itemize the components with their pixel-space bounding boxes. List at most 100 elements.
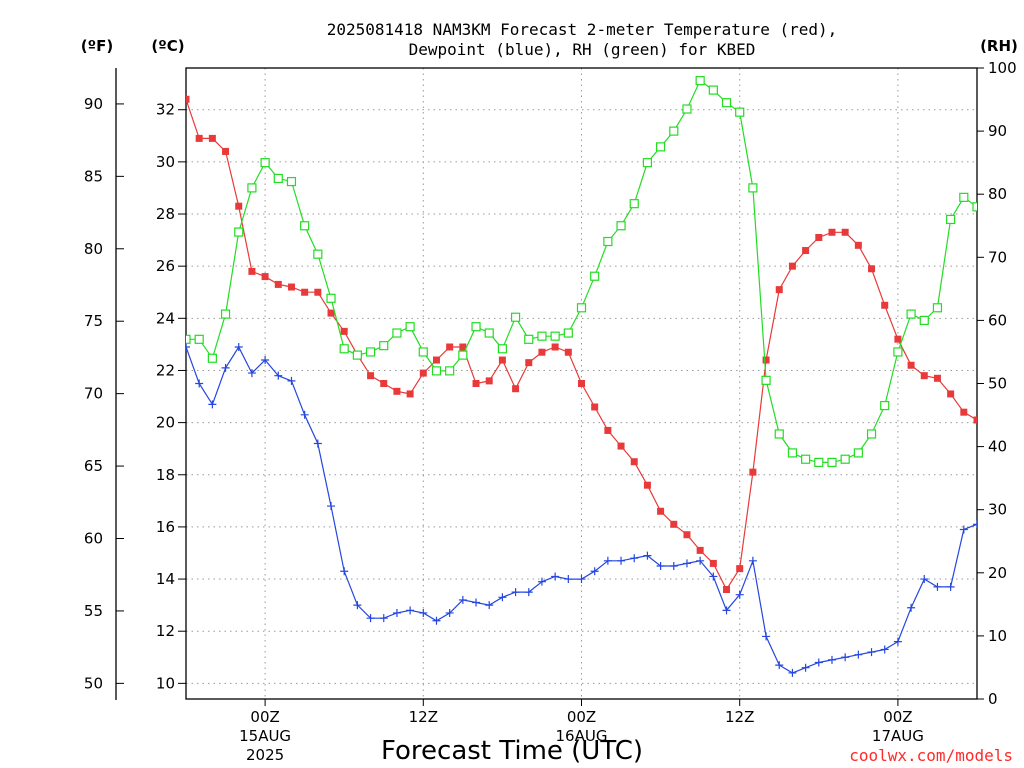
axes (115, 67, 984, 706)
date-tick-label: 16AUG (556, 727, 608, 745)
rh-point (300, 221, 310, 231)
rh-point (497, 344, 507, 354)
temperature-point (630, 458, 638, 466)
rh-point (379, 341, 389, 351)
time-tick-label: 00Z (567, 708, 596, 726)
celsius-tick-label: 16 (156, 518, 175, 536)
temperature-point (617, 442, 625, 450)
temperature-point (841, 228, 849, 236)
temperature-point (195, 134, 203, 142)
dewpoint-point (880, 645, 889, 654)
dewpoint-point (327, 502, 336, 511)
dewpoint-point (287, 376, 296, 385)
temperature-point (380, 380, 388, 387)
temperature-point (868, 265, 876, 273)
temperature-point (393, 387, 401, 395)
dewpoint-point (208, 400, 217, 409)
rh-tick-label: 30 (988, 501, 1007, 519)
temperature-point (894, 335, 902, 343)
temperature-point (186, 95, 190, 103)
temperature-point (406, 390, 414, 398)
temperature-point (472, 380, 480, 387)
temperature-point (419, 369, 427, 377)
fahrenheit-tick-label: 65 (84, 457, 103, 475)
time-tick-label: 12Z (725, 708, 754, 726)
rh-point (919, 315, 929, 325)
temperature-point (274, 280, 282, 288)
dewpoint-point (709, 572, 718, 581)
dewpoint-point (419, 608, 428, 617)
dewpoint-point (696, 556, 705, 565)
rh-tick-label: 20 (988, 564, 1007, 582)
temperature-point (459, 343, 467, 351)
rh-point (906, 309, 916, 319)
rh-point (326, 293, 336, 303)
dewpoint-point (788, 668, 797, 677)
rh-point (510, 312, 521, 322)
rh-point (866, 429, 877, 439)
temperature-point (683, 531, 691, 539)
date-tick-label: 17AUG (872, 727, 924, 745)
temperature-point (235, 202, 243, 210)
temperature-point (340, 327, 348, 335)
temperature-point (670, 520, 678, 528)
temperature-series (186, 95, 977, 593)
dewpoint-point (867, 648, 876, 657)
dewpoint-point (472, 598, 481, 607)
dewpoint-point (498, 593, 507, 602)
temperature-point (525, 359, 533, 367)
temperature-point (881, 301, 889, 309)
temperature-point (578, 380, 585, 387)
rh-point (234, 227, 244, 237)
temperature-point (815, 233, 823, 241)
rh-point (603, 236, 613, 247)
temperature-point (551, 343, 559, 351)
rh-point (590, 271, 600, 281)
dewpoint-point (973, 520, 977, 529)
fahrenheit-tick-label: 70 (84, 385, 103, 403)
rh-tick-label: 40 (988, 438, 1007, 456)
temperature-point (367, 372, 375, 380)
rh-point (880, 400, 890, 411)
dewpoint-point (353, 601, 362, 610)
dewpoint-point (458, 595, 467, 604)
rh-series (186, 76, 977, 467)
rh-point (537, 331, 547, 341)
rh-point (524, 334, 534, 344)
fahrenheit-tick-label: 75 (84, 312, 103, 330)
temperature-point (485, 377, 493, 385)
rh-point (787, 448, 798, 458)
dewpoint-point (406, 606, 415, 615)
dewpoint-point (669, 562, 678, 571)
rh-point (814, 457, 824, 467)
dewpoint-point (366, 614, 375, 623)
dewpoint-point (656, 562, 665, 571)
temperature-point (604, 426, 612, 434)
temperature-line (186, 99, 977, 591)
temperature-point (762, 356, 770, 364)
dewpoint-point (261, 356, 270, 365)
rh-point (721, 98, 732, 108)
dewpoint-point (186, 342, 190, 351)
rh-point (563, 328, 573, 338)
fahrenheit-unit-label: (ºF) (81, 37, 113, 55)
rh-point (642, 158, 653, 168)
fahrenheit-tick-label: 60 (84, 529, 103, 547)
temperature-point (643, 481, 651, 489)
temperature-point (446, 343, 454, 351)
dewpoint-point (551, 572, 560, 581)
temperature-point (736, 565, 744, 573)
celsius-tick-label: 12 (156, 622, 175, 640)
dewpoint-point (274, 371, 283, 380)
rh-point (972, 202, 977, 212)
celsius-unit-label: (ºC) (151, 37, 184, 55)
rh-point (471, 322, 481, 332)
dewpoint-point (933, 582, 942, 591)
rh-point (186, 334, 191, 344)
temperature-point (591, 403, 599, 411)
celsius-tick-label: 10 (156, 674, 175, 692)
fahrenheit-tick-label: 55 (84, 602, 103, 620)
dewpoint-point (247, 369, 256, 378)
rh-point (273, 173, 283, 184)
